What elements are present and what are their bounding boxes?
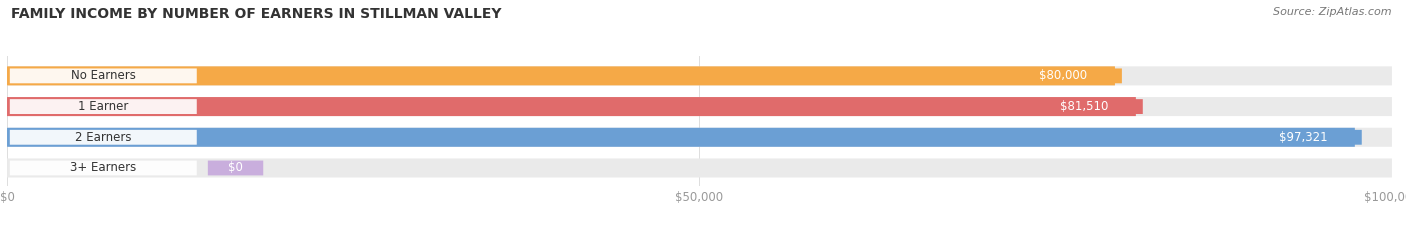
- FancyBboxPatch shape: [10, 99, 197, 114]
- Text: $81,510: $81,510: [1060, 100, 1108, 113]
- FancyBboxPatch shape: [10, 161, 197, 175]
- Text: FAMILY INCOME BY NUMBER OF EARNERS IN STILLMAN VALLEY: FAMILY INCOME BY NUMBER OF EARNERS IN ST…: [11, 7, 502, 21]
- FancyBboxPatch shape: [10, 69, 197, 83]
- Text: 1 Earner: 1 Earner: [79, 100, 128, 113]
- FancyBboxPatch shape: [1004, 69, 1122, 83]
- FancyBboxPatch shape: [208, 161, 263, 175]
- FancyBboxPatch shape: [7, 128, 1392, 147]
- Text: 2 Earners: 2 Earners: [75, 131, 132, 144]
- FancyBboxPatch shape: [7, 97, 1136, 116]
- FancyBboxPatch shape: [1025, 99, 1143, 114]
- Text: $80,000: $80,000: [1039, 69, 1087, 82]
- Text: $97,321: $97,321: [1278, 131, 1327, 144]
- FancyBboxPatch shape: [7, 66, 1115, 85]
- Text: No Earners: No Earners: [70, 69, 136, 82]
- FancyBboxPatch shape: [10, 130, 197, 145]
- Text: $0: $0: [228, 161, 243, 175]
- FancyBboxPatch shape: [7, 97, 1392, 116]
- FancyBboxPatch shape: [1244, 130, 1362, 145]
- Text: Source: ZipAtlas.com: Source: ZipAtlas.com: [1274, 7, 1392, 17]
- FancyBboxPatch shape: [7, 128, 1355, 147]
- FancyBboxPatch shape: [7, 66, 1392, 85]
- FancyBboxPatch shape: [7, 158, 1392, 178]
- Text: 3+ Earners: 3+ Earners: [70, 161, 136, 175]
